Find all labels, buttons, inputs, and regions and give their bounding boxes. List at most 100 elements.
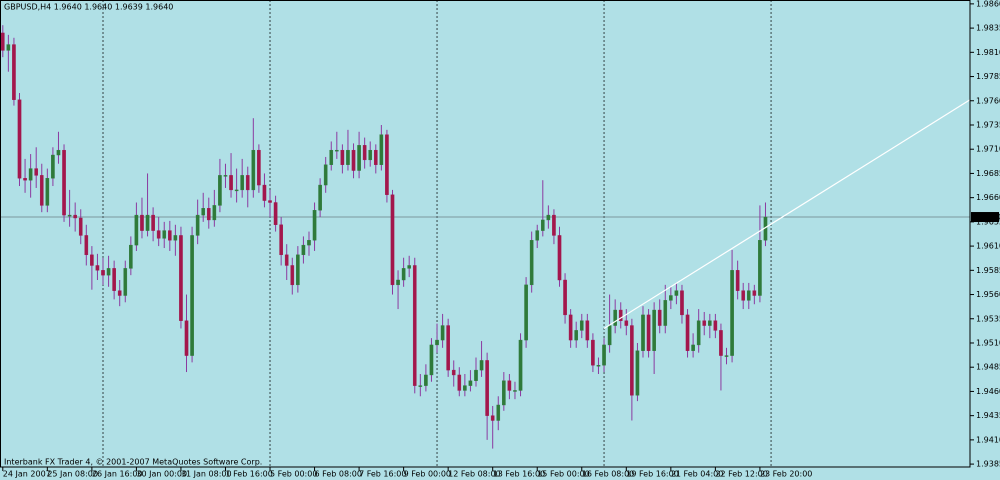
candle-body [323,164,328,186]
candle-body [735,270,740,291]
candle-body [140,214,144,231]
candle-body [312,210,317,241]
x-tick-label: 12 Feb 08:00 [448,470,500,479]
candle-body [51,154,55,179]
candle-body [724,355,729,357]
candle-body [457,374,462,391]
candle-body [101,270,105,276]
candle-body [385,134,389,195]
candle-body [245,175,250,191]
x-tick-label: 16 Feb 08:00 [582,470,634,479]
candle-body [123,268,128,296]
candle-body [418,385,423,387]
candle-body [362,145,367,161]
candle-body [518,339,523,391]
candle-body [318,184,322,211]
y-tick-label: 1.9585 [976,266,1000,275]
y-tick-label: 1.9510 [976,338,1000,347]
candle-body [229,175,233,191]
candle-body [106,268,111,276]
candle-body [607,325,612,346]
candle-body [45,178,50,206]
candle-body [206,208,211,221]
candle-body [279,224,283,256]
candle-body [162,230,167,239]
candle-body [201,208,206,216]
candle-body [557,235,562,281]
x-tick-label: 19 Feb 16:00 [626,470,678,479]
candle-body [524,284,528,341]
candle-body [240,175,244,191]
candle-body [357,145,361,171]
candle-body [596,365,601,367]
candle-body [12,44,16,100]
candle-body [624,320,629,326]
candle-body [190,235,194,356]
candle-body [290,265,295,286]
candle-body [23,178,27,181]
x-tick-label: 23 Feb 20:00 [760,470,812,479]
x-tick-label: 1 Feb 16:00 [225,470,272,479]
candle-body [251,149,256,191]
candle-body [329,149,334,165]
candle-body [151,214,155,231]
candle-body [546,214,551,221]
candle-body [129,244,133,269]
candle-body [145,214,150,231]
candle-body [390,194,395,286]
y-tick-label: 1.9810 [976,48,1000,57]
candle-body [179,235,183,321]
candle-body [212,205,217,221]
candle-body [696,320,701,346]
candle-body [730,270,734,356]
candle-body [78,217,83,236]
x-tick-label: 26 Jan 16:00 [92,470,143,479]
candle-body [746,290,751,301]
candle-body [168,230,172,241]
candle-body [529,240,534,286]
candle-body [90,254,94,266]
y-tick-label: 1.9760 [976,96,1000,105]
candle-body [95,265,100,271]
candle-body [641,314,645,351]
candle-body [17,99,22,179]
x-tick-label: 7 Feb 16:00 [359,470,406,479]
y-tick-label: 1.9660 [976,193,1000,202]
candle-body [479,360,484,371]
x-tick-label: 6 Feb 08:00 [315,470,362,479]
chart-title: GBPUSD,H4 1.9640 1.9640 1.9639 1.9640 [4,3,173,12]
y-tick-label: 1.9435 [976,411,1000,420]
x-tick-label: 24 Jan 2007 [3,470,51,479]
candle-body [195,214,200,236]
candle-body [652,309,656,351]
candle-body [73,214,77,219]
candle-body [685,314,690,351]
candle-body [669,295,673,301]
y-tick-label: 1.9710 [976,145,1000,154]
candle-body [335,149,339,152]
candle-body [396,279,400,286]
candle-body [156,230,161,239]
x-tick-label: 22 Feb 12:00 [715,470,767,479]
candle-body [635,350,640,396]
y-tick-label: 1.9785 [976,72,1000,81]
candle-body [39,175,44,206]
y-tick-label: 1.9410 [976,435,1000,444]
candle-body [301,244,306,256]
plot-frame [0,0,971,468]
watermark: Interbank FX Trader 4, © 2001-2007 MetaQ… [4,458,262,467]
candle-body [173,235,178,241]
candle-body [451,369,456,376]
candle-body [563,279,567,316]
candle-body [67,214,72,217]
candle-body [708,320,712,326]
y-tick-label: 1.9535 [976,314,1000,323]
candle-body [223,175,228,177]
candle-body [446,325,450,371]
candle-body [618,309,623,321]
x-tick-label: 31 Jan 08:00 [181,470,232,479]
candle-body [262,184,267,201]
candle-body [540,219,545,231]
candle-body [257,149,261,186]
y-tick-label: 1.9835 [976,24,1000,33]
